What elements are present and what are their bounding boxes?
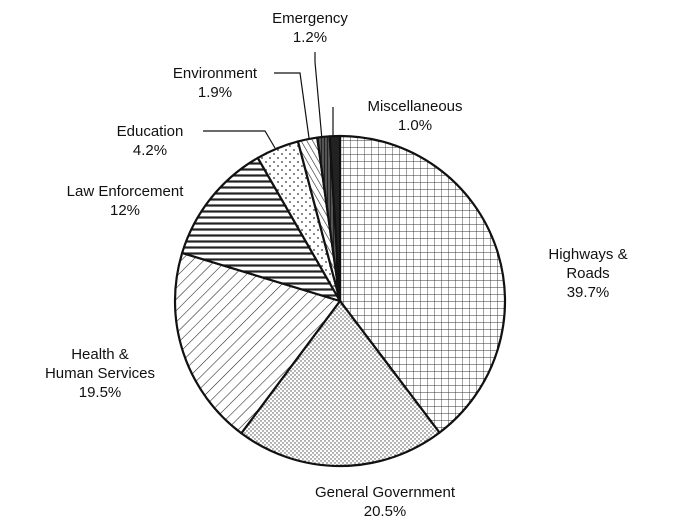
value-label: 1.9% <box>197 84 233 101</box>
category-name: Health & Human Services <box>44 346 156 382</box>
value-label: 39.7% <box>566 284 610 301</box>
slice-label: Emergency 1.2% <box>272 9 348 47</box>
value-label: 1.0% <box>397 117 433 134</box>
slice-label: Law Enforcement 12% <box>67 182 184 220</box>
category-name: Emergency <box>272 10 348 27</box>
slice-label: Health & Human Services 19.5% <box>45 345 155 402</box>
category-name: General Government <box>314 484 456 501</box>
slice-label: Environment 1.9% <box>173 64 257 102</box>
value-label: 4.2% <box>132 142 168 159</box>
value-label: 20.5% <box>363 503 407 520</box>
category-name: Miscellaneous <box>367 98 463 115</box>
category-name: Environment <box>172 65 258 82</box>
slice-label: Highways & Roads 39.7% <box>536 245 641 302</box>
value-label: 1.2% <box>292 29 328 46</box>
slice-label: General Government 20.5% <box>315 483 455 521</box>
leader-lines <box>203 52 334 149</box>
category-name: Law Enforcement <box>66 183 184 200</box>
category-name: Education <box>116 123 184 140</box>
leader-line <box>314 52 323 141</box>
pie-slice <box>338 134 507 434</box>
leader-line <box>203 130 276 149</box>
pie-slice <box>328 134 342 303</box>
slice-label: Education 4.2% <box>117 122 184 160</box>
leader-line <box>274 72 310 139</box>
slice-label: Miscellaneous 1.0% <box>367 97 462 135</box>
category-name: Highways & Roads <box>548 246 628 282</box>
pie-slice <box>240 299 441 468</box>
value-label: 19.5% <box>78 384 122 401</box>
pie-slice <box>181 156 342 303</box>
pie-slice <box>173 251 342 435</box>
value-label: 12% <box>109 202 141 219</box>
